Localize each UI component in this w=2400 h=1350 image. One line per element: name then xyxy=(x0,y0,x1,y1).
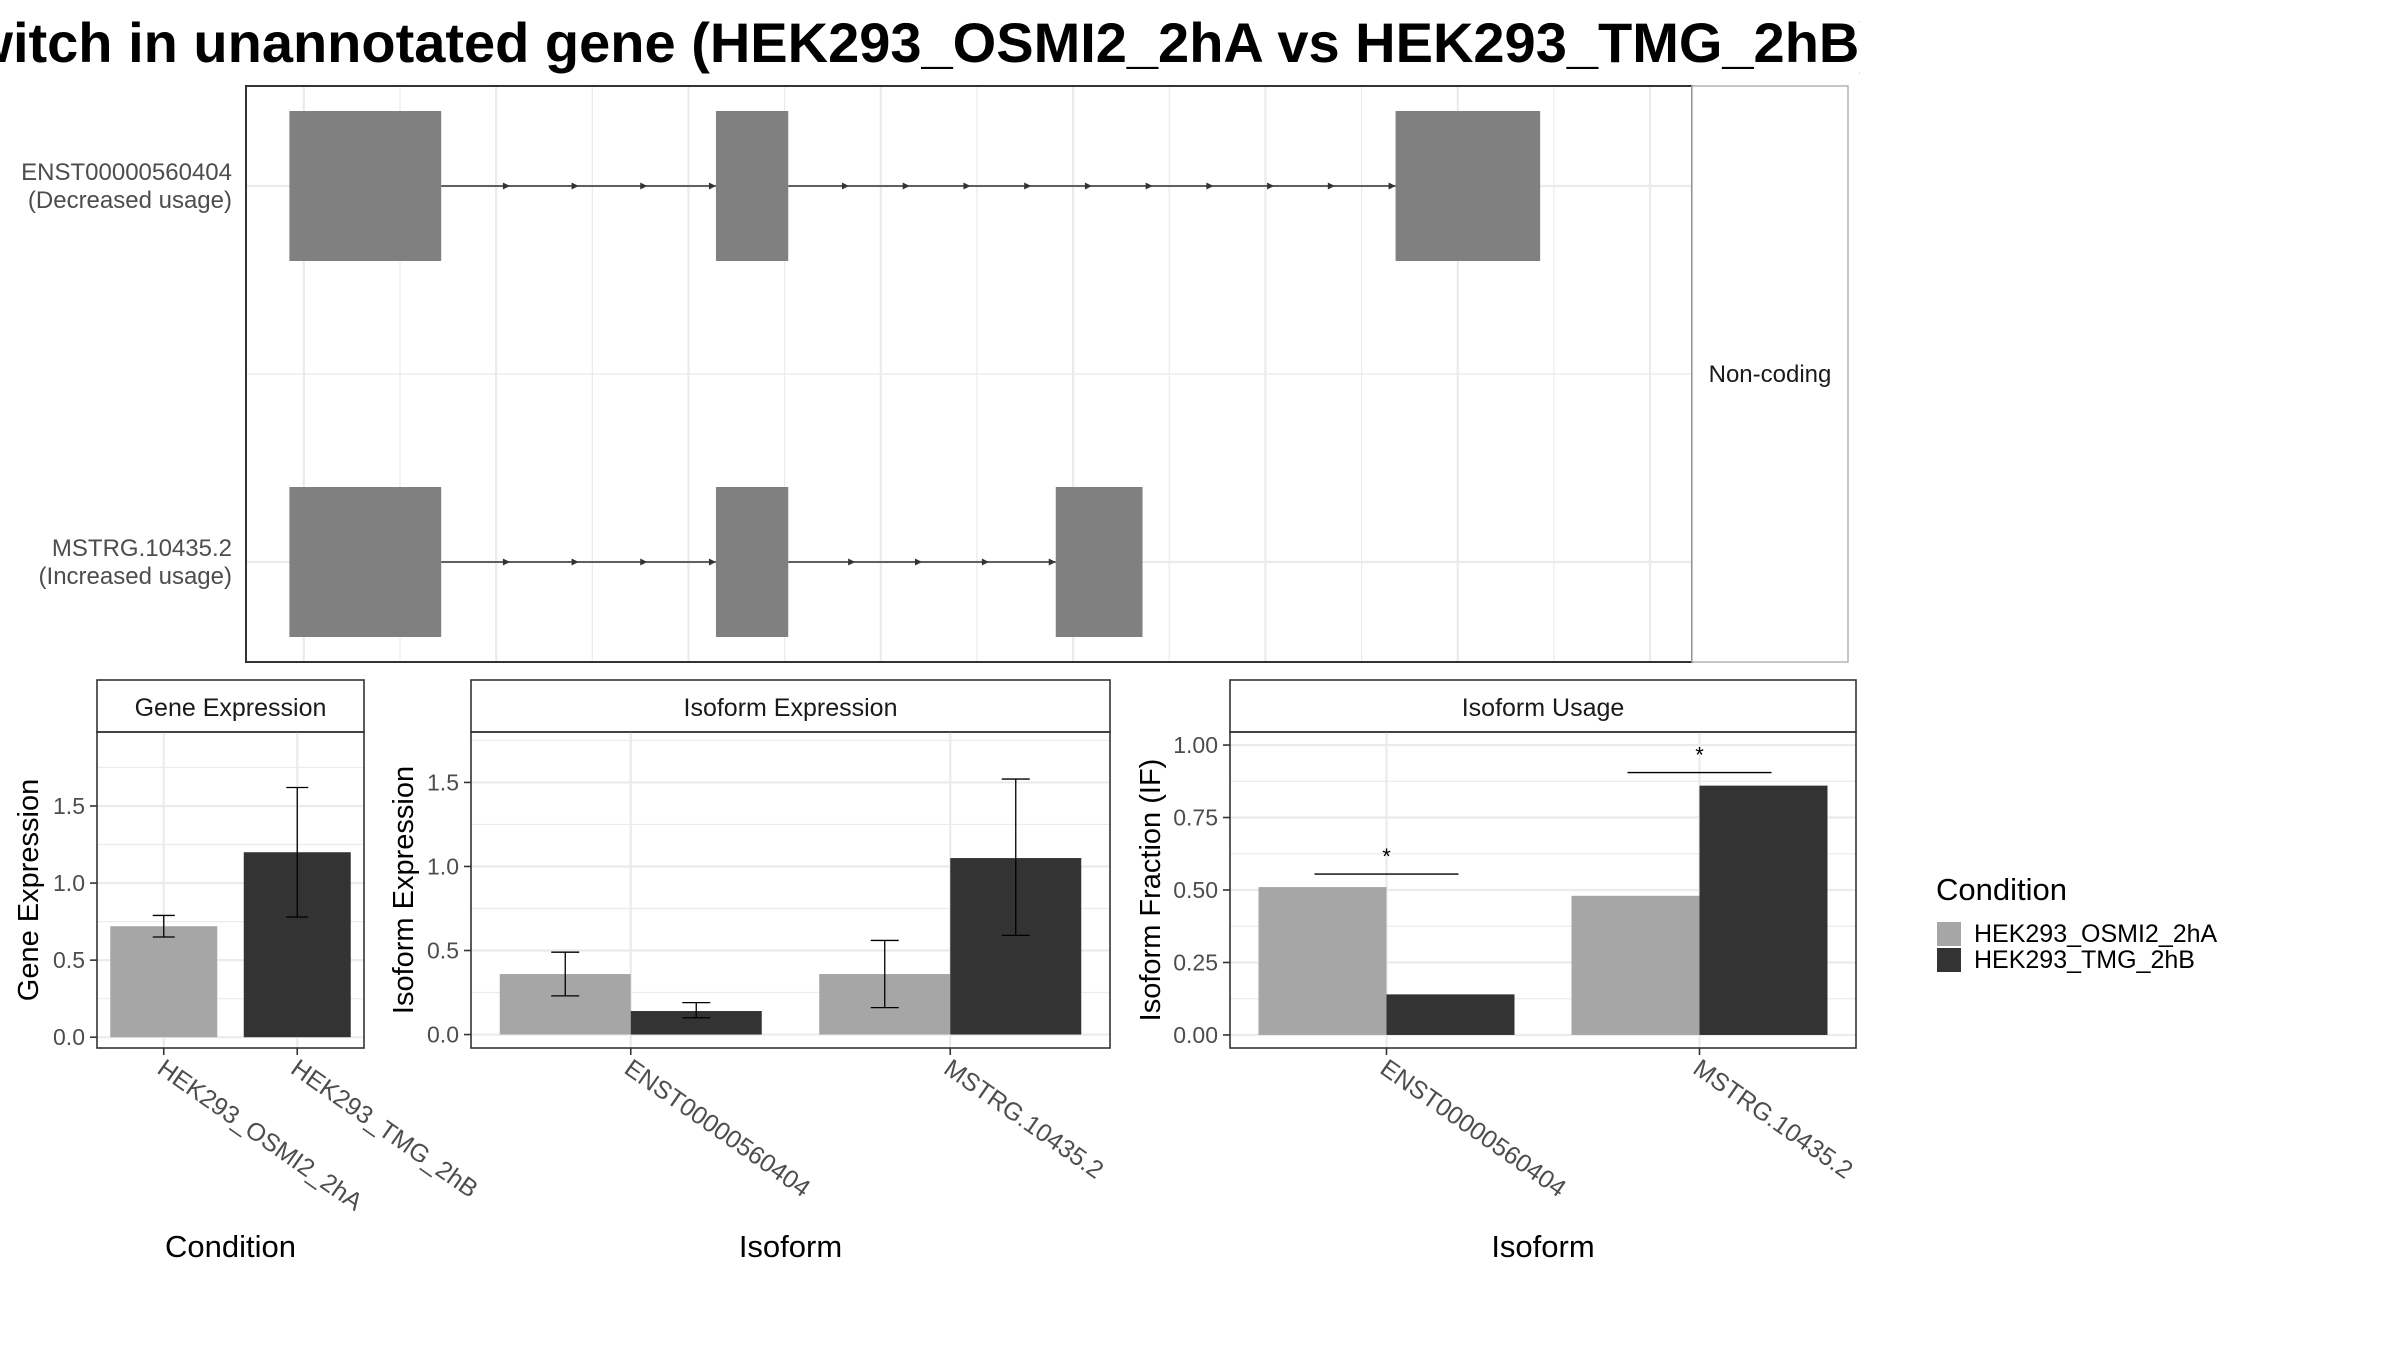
y-tick-label: 1.0 xyxy=(427,853,459,879)
legend-label: HEK293_OSMI2_2hA xyxy=(1974,920,2218,948)
exon xyxy=(715,111,789,261)
transcript-label: ENST00000560404 xyxy=(21,159,232,186)
transcript-MSTRG.10435.2: MSTRG.10435.2(Increased usage) xyxy=(39,487,1143,637)
x-tick-label: ENST00000560404 xyxy=(619,1054,815,1203)
legend-title: Condition xyxy=(1936,872,2067,907)
legend-label: HEK293_TMG_2hB xyxy=(1974,946,2195,974)
intron-arrow xyxy=(1206,182,1214,190)
y-tick-label: 0.5 xyxy=(53,947,85,973)
intron-arrow xyxy=(841,182,849,190)
intron-arrow xyxy=(571,182,579,190)
y-tick-label: 1.5 xyxy=(53,793,85,819)
panel-strip xyxy=(470,679,1111,733)
bar-panel-3: Isoform Usage**0.000.250.500.751.00Isofo… xyxy=(1135,679,1858,1264)
bar-HEK293_TMG_2hB xyxy=(630,1011,762,1035)
x-axis-label: Isoform xyxy=(739,1229,842,1264)
exon xyxy=(715,487,789,637)
exon xyxy=(1395,111,1541,261)
intron-arrow xyxy=(1327,182,1335,190)
legend-swatch xyxy=(1937,948,1961,972)
y-tick-label: 0.25 xyxy=(1173,949,1218,975)
panel-border xyxy=(96,731,365,1049)
intron-arrow xyxy=(571,558,579,566)
bar xyxy=(110,926,218,1038)
intron-arrow xyxy=(1084,182,1092,190)
bar-HEK293_OSMI2_2hA xyxy=(1258,887,1387,1035)
transcript-ENST00000560404: ENST00000560404(Decreased usage) xyxy=(21,111,1541,261)
legend-swatch xyxy=(1937,922,1961,946)
transcript-label: MSTRG.10435.2 xyxy=(52,535,232,562)
bar-HEK293_OSMI2_2hA xyxy=(1571,895,1700,1035)
transcript-usage-label: (Increased usage) xyxy=(39,563,232,590)
exon xyxy=(289,111,442,261)
exon xyxy=(1055,487,1143,637)
intron-arrow xyxy=(708,558,716,566)
intron-arrow xyxy=(1024,182,1032,190)
panel-strip-label: Isoform Expression xyxy=(684,694,898,722)
exon xyxy=(289,487,442,637)
x-axis-label: Condition xyxy=(165,1229,296,1264)
intron-arrow xyxy=(915,558,923,566)
panel-strip-label: Isoform Usage xyxy=(1462,694,1625,722)
y-axis-label: Isoform Expression xyxy=(388,766,420,1014)
intron-arrow xyxy=(640,558,648,566)
y-tick-label: 0.00 xyxy=(1173,1022,1218,1048)
chart-title: Isoform switch in unannotated gene (HEK2… xyxy=(0,10,1860,90)
intron-arrow xyxy=(981,558,989,566)
y-tick-label: 1.5 xyxy=(427,769,459,795)
y-tick-label: 0.75 xyxy=(1173,805,1218,831)
x-tick-label: MSTRG.10435.2 xyxy=(1688,1054,1858,1185)
y-tick-label: 0.0 xyxy=(427,1022,459,1048)
intron-arrow xyxy=(1145,182,1153,190)
y-tick-label: 0.0 xyxy=(53,1024,85,1050)
chart-title-text: Isoform switch in unannotated gene (HEK2… xyxy=(0,11,1860,74)
bar-HEK293_TMG_2hB xyxy=(1699,785,1828,1035)
y-axis-label: Gene Expression xyxy=(13,779,45,1001)
bar-panel-2: Isoform Expression 0.0 0.5 1.0 1.5 Isoform Ex… xyxy=(388,679,1111,1264)
y-tick-label: 1.0 xyxy=(53,870,85,896)
panel-strip xyxy=(96,679,365,733)
intron-arrow xyxy=(1388,182,1396,190)
y-tick-label: 0.50 xyxy=(1173,877,1218,903)
facet-strip xyxy=(1691,85,1849,663)
transcript-usage-label: (Decreased usage) xyxy=(28,187,232,214)
y-axis-label: Isoform Fraction (IF) xyxy=(1135,759,1167,1022)
panel-strip-label: Gene Expression xyxy=(135,694,327,722)
intron-arrow xyxy=(902,182,910,190)
intron-arrow xyxy=(1048,558,1056,566)
panel-strip xyxy=(1229,679,1857,733)
significance-label: * xyxy=(1382,844,1391,869)
intron-arrow xyxy=(640,182,648,190)
bar-HEK293_TMG_2hB xyxy=(1386,994,1515,1035)
x-axis-label: Isoform xyxy=(1491,1229,1594,1264)
significance-label: * xyxy=(1695,743,1704,768)
y-tick-label: 0.5 xyxy=(427,938,459,964)
x-tick-label: ENST00000560404 xyxy=(1375,1054,1571,1203)
y-tick-label: 1.00 xyxy=(1173,732,1218,758)
intron-arrow xyxy=(502,182,510,190)
intron-arrow xyxy=(708,182,716,190)
intron-arrow xyxy=(1267,182,1275,190)
panel-border xyxy=(470,731,1111,1049)
facet-strip-label: Non-coding xyxy=(1709,361,1832,388)
intron-arrow xyxy=(502,558,510,566)
x-tick-label: MSTRG.10435.2 xyxy=(939,1054,1109,1185)
intron-arrow xyxy=(848,558,856,566)
intron-arrow xyxy=(963,182,971,190)
